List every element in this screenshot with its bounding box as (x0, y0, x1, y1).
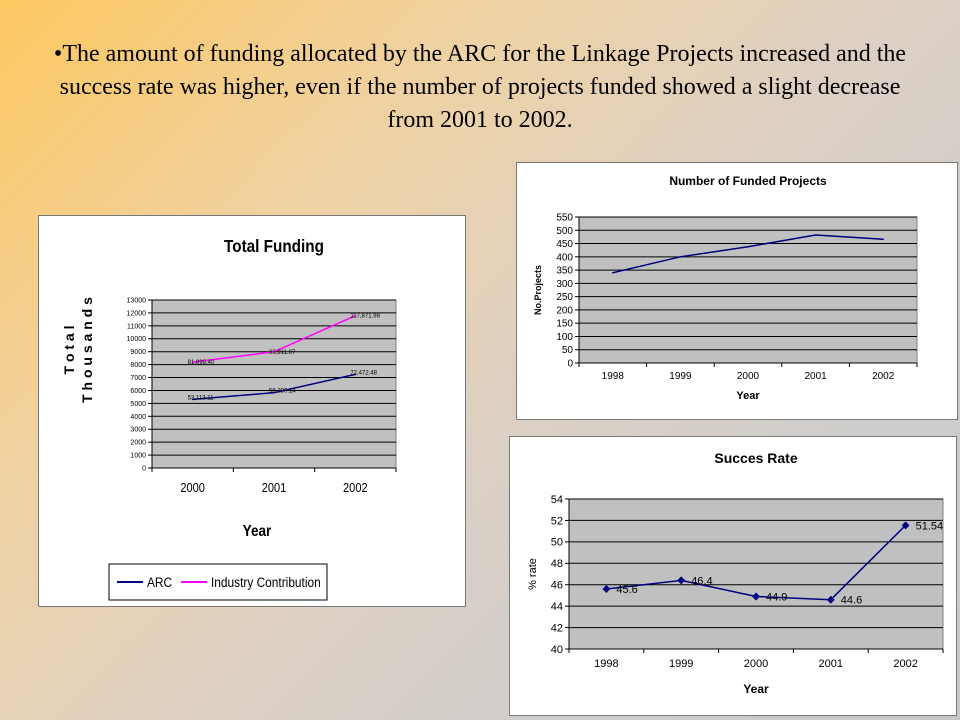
success-rate-panel: Succes Rate 40 42 44 46 48 50 52 54 1998 1999 2000 2… (509, 436, 957, 716)
total-funding-chart: Total Funding 0 1000 2000 3000 4000 5000 6000 70… (61, 236, 397, 601)
plot-area (568, 498, 944, 650)
data-label: 117,871.98 (350, 314, 380, 320)
y-tick-label: 9000 (130, 349, 146, 356)
x-tick-label: 2000 (744, 658, 768, 670)
y-tick-label: 0 (142, 465, 146, 472)
y-tick-label: 50 (562, 345, 574, 356)
y-tick-label: 7000 (130, 375, 146, 382)
data-label: 45.6 (616, 584, 637, 596)
data-point-marker (901, 521, 910, 530)
y-tick-label: 1000 (130, 453, 146, 460)
data-point (354, 373, 357, 376)
y-tick-label: 0 (567, 359, 573, 370)
chart-title: Succes Rate (714, 450, 797, 466)
y-tick-label: 10000 (127, 336, 147, 343)
legend-box (108, 563, 328, 601)
y-tick-label: 300 (556, 279, 573, 290)
legend-label: ARC (147, 574, 172, 590)
x-axis-label: Year (743, 682, 769, 696)
success-rate-chart: Succes Rate 40 42 44 46 48 50 52 54 1998 1999 2000 2… (527, 450, 944, 696)
y-tick-label: 42 (551, 622, 563, 634)
data-label: 44.6 (841, 595, 862, 607)
y-tick-label: 48 (551, 558, 563, 570)
x-tick-label: 2001 (262, 480, 287, 495)
data-label: 53,113.11 (188, 395, 214, 401)
y-tick-label: 150 (556, 319, 573, 330)
y-tick-label: 350 (556, 266, 573, 277)
data-point-marker (826, 595, 835, 604)
y-axis-label: No.Projects (533, 265, 543, 315)
data-point (191, 361, 194, 363)
y-tick-label: 200 (556, 305, 573, 316)
y-axis-label: T o t a l (61, 326, 77, 375)
x-tick-label: 2002 (893, 658, 917, 670)
y-tick-label: 12000 (127, 310, 147, 317)
y-tick-label: 3000 (130, 427, 146, 434)
data-label: 81,899.40 (188, 360, 215, 366)
chart-title: Number of Funded Projects (669, 174, 827, 188)
x-tick-label: 1998 (602, 371, 625, 382)
y-tick-label: 54 (551, 494, 563, 506)
y-tick-label: 8000 (130, 362, 146, 369)
x-tick-label: 2000 (737, 371, 760, 382)
x-tick-label: 2002 (872, 371, 895, 382)
plot-area (151, 299, 397, 469)
y-tick-label: 100 (556, 332, 573, 343)
data-point (747, 245, 749, 248)
y-tick-label: 6000 (130, 388, 146, 395)
y-tick-label: 2000 (130, 440, 146, 447)
data-label: 72,472.48 (350, 370, 377, 376)
data-label: 51.54 (916, 520, 944, 532)
y-tick-label: 13000 (127, 297, 147, 304)
y-tick-label: 50 (551, 537, 563, 549)
slide-headline: •The amount of funding allocated by the … (53, 41, 907, 133)
y-tick-label: 500 (556, 226, 573, 237)
y-tick-label: 11000 (127, 323, 146, 330)
data-point-marker (752, 592, 760, 601)
data-point (612, 271, 614, 274)
x-tick-label: 2001 (804, 371, 827, 382)
x-axis-label: Year (736, 390, 760, 402)
x-tick-label: 1998 (594, 658, 618, 670)
y-tick-label: 44 (551, 601, 563, 613)
data-point (354, 314, 357, 317)
y-tick-label: 40 (551, 644, 563, 656)
y-axis-label: % rate (527, 558, 539, 590)
data-point (882, 238, 884, 241)
data-point (679, 256, 682, 258)
data-label: 89,911.87 (269, 350, 296, 356)
x-tick-label: 1999 (669, 658, 693, 670)
funded-projects-panel: Number of Funded Projects 0 50 100 150 200 250… (516, 162, 958, 420)
data-label: 46.4 (691, 575, 712, 587)
y-tick-label: 52 (551, 515, 563, 527)
y-tick-label: 450 (556, 239, 573, 250)
x-tick-label: 2001 (819, 658, 843, 670)
data-point (273, 351, 275, 353)
y-tick-label: 250 (556, 292, 573, 303)
x-tick-label: 2002 (343, 480, 368, 495)
y-tick-label: 400 (556, 252, 573, 263)
x-axis-label: Year (243, 523, 272, 540)
data-point (814, 234, 817, 236)
y-tick-label: 550 (556, 213, 573, 224)
data-label: 44.9 (766, 592, 787, 604)
data-label: 58,290.14 (269, 389, 296, 395)
funded-projects-chart: Number of Funded Projects050100150200250… (533, 174, 918, 402)
x-tick-label: 2000 (180, 480, 205, 495)
total-funding-panel: Total Funding 0 1000 2000 3000 4000 5000 6000 70… (38, 215, 466, 607)
legend-label: Industry Contribution (211, 574, 321, 590)
y-tick-label: 4000 (130, 414, 146, 421)
y-tick-label: 5000 (130, 401, 146, 408)
y-tick-label: 46 (551, 580, 563, 592)
plot-area (578, 216, 918, 364)
x-tick-label: 1999 (669, 371, 692, 382)
data-point-marker (602, 585, 611, 593)
chart-title: Total Funding (224, 236, 324, 256)
data-point-marker (677, 576, 686, 585)
y-axis-label: T h o u s a n d s (79, 297, 95, 403)
data-point (191, 398, 194, 401)
data-point (273, 391, 275, 394)
